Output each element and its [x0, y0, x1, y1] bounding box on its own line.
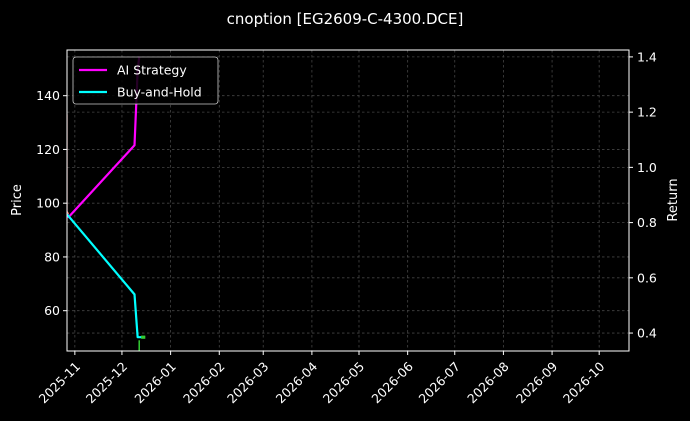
y-axis-left: 60 80 100 120 140	[36, 88, 67, 318]
legend: AI Strategy Buy-and-Hold	[72, 56, 219, 105]
buy-and-hold-line	[67, 213, 143, 339]
y2-tick-label: 1.4	[637, 49, 657, 64]
y-axis-right: 0.4 0.6 0.8 1.0 1.2 1.4	[629, 49, 657, 341]
chart-title: cnoption [EG2609-C-4300.DCE]	[227, 10, 464, 28]
y-tick-label: 100	[36, 196, 60, 211]
legend-box	[72, 56, 219, 105]
legend-label: AI Strategy	[117, 63, 187, 78]
y2-tick-label: 1.0	[637, 160, 657, 175]
y2-tick-label: 0.8	[637, 215, 657, 230]
y2-axis-label: Return	[666, 178, 681, 221]
y2-tick-label: 1.2	[637, 105, 657, 120]
y-tick-label: 140	[36, 88, 60, 103]
y2-tick-label: 0.6	[637, 270, 657, 285]
legend-label: Buy-and-Hold	[117, 85, 202, 100]
y2-tick-label: 0.4	[637, 326, 657, 341]
y-tick-label: 80	[44, 249, 60, 264]
y-tick-label: 60	[44, 303, 60, 318]
y-tick-label: 120	[36, 142, 60, 157]
y-axis-label: Price	[10, 184, 25, 216]
signal-dot	[141, 335, 146, 339]
plot-frame	[66, 49, 630, 352]
price-line	[67, 114, 70, 215]
